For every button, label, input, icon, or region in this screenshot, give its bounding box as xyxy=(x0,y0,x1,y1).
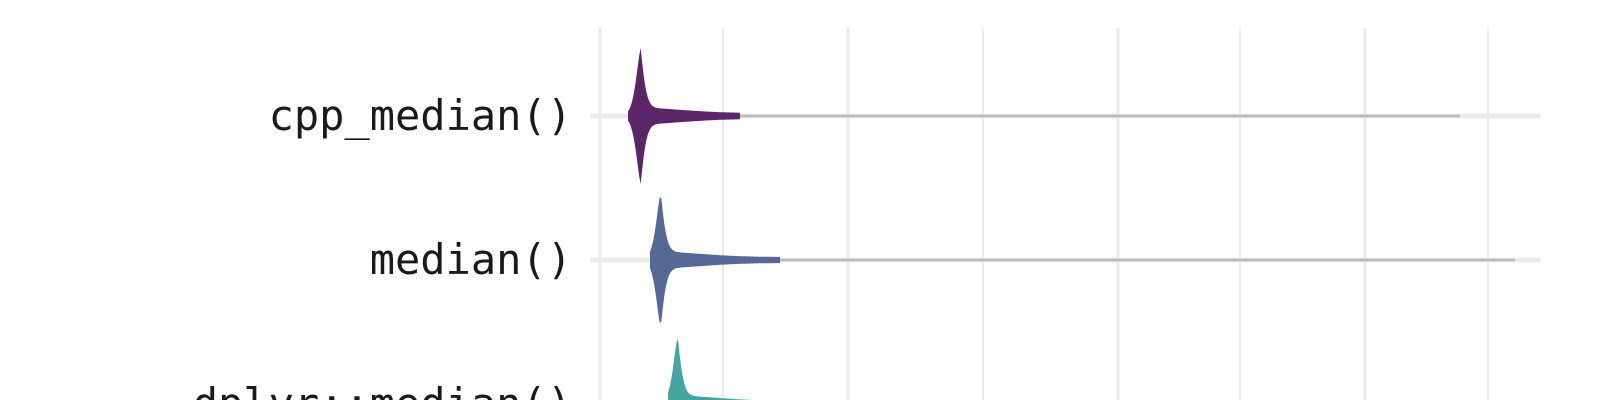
violin-1 xyxy=(650,196,780,324)
category-label-1: median() xyxy=(370,235,572,284)
violin-tails xyxy=(730,114,1515,262)
category-labels: cpp_median()median()dplyr::median() xyxy=(193,91,572,400)
gridlines xyxy=(590,28,1540,400)
violin-0 xyxy=(628,47,740,185)
category-label-2: dplyr::median() xyxy=(193,379,572,400)
violins xyxy=(628,47,780,400)
category-label-0: cpp_median() xyxy=(269,91,572,140)
violin-2 xyxy=(668,338,754,400)
